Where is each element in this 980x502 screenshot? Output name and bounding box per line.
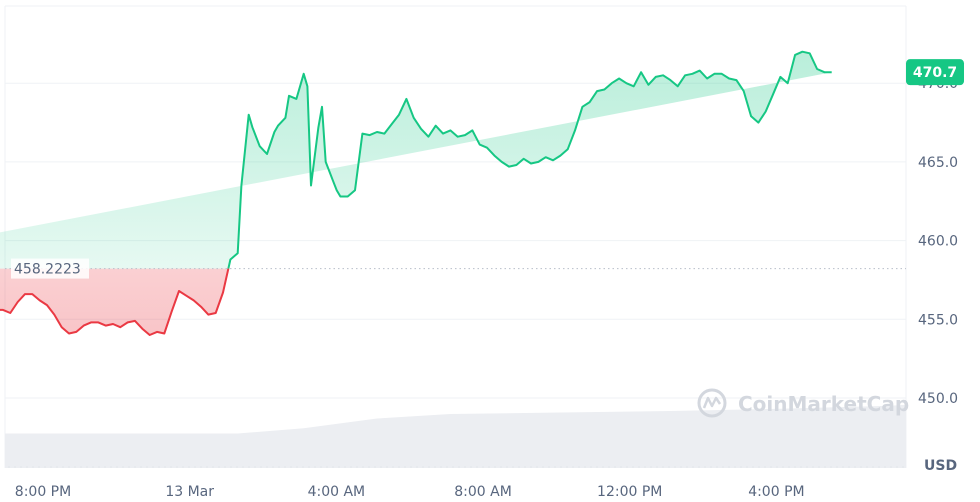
area-fill-up bbox=[0, 51, 832, 269]
y-tick-label: 465.0 bbox=[918, 155, 958, 171]
watermark: CoinMarketCap bbox=[697, 388, 909, 418]
reference-label-bg bbox=[11, 258, 89, 279]
x-tick-label: 12:00 PM bbox=[597, 484, 662, 500]
currency-label: USD bbox=[924, 458, 957, 474]
coinmarketcap-logo-mark bbox=[702, 396, 722, 409]
current-price-label: 470.7 bbox=[913, 65, 957, 81]
coinmarketcap-logo-icon bbox=[697, 388, 727, 418]
x-tick-label: 4:00 PM bbox=[748, 484, 804, 500]
y-tick-label: 455.0 bbox=[918, 312, 958, 328]
volume-area bbox=[5, 405, 906, 468]
x-tick-label: 4:00 AM bbox=[308, 484, 366, 500]
watermark-text: CoinMarketCap bbox=[738, 392, 909, 416]
x-tick-label: 8:00 AM bbox=[454, 484, 512, 500]
x-tick-label: 13 Mar bbox=[165, 484, 214, 500]
y-tick-label: 460.0 bbox=[918, 234, 958, 250]
y-tick-label: 450.0 bbox=[918, 391, 958, 407]
current-price-badge bbox=[906, 59, 964, 86]
price-line-up bbox=[227, 50, 832, 269]
x-tick-label: 8:00 PM bbox=[15, 484, 71, 500]
reference-label: 458.2223 bbox=[14, 262, 81, 278]
